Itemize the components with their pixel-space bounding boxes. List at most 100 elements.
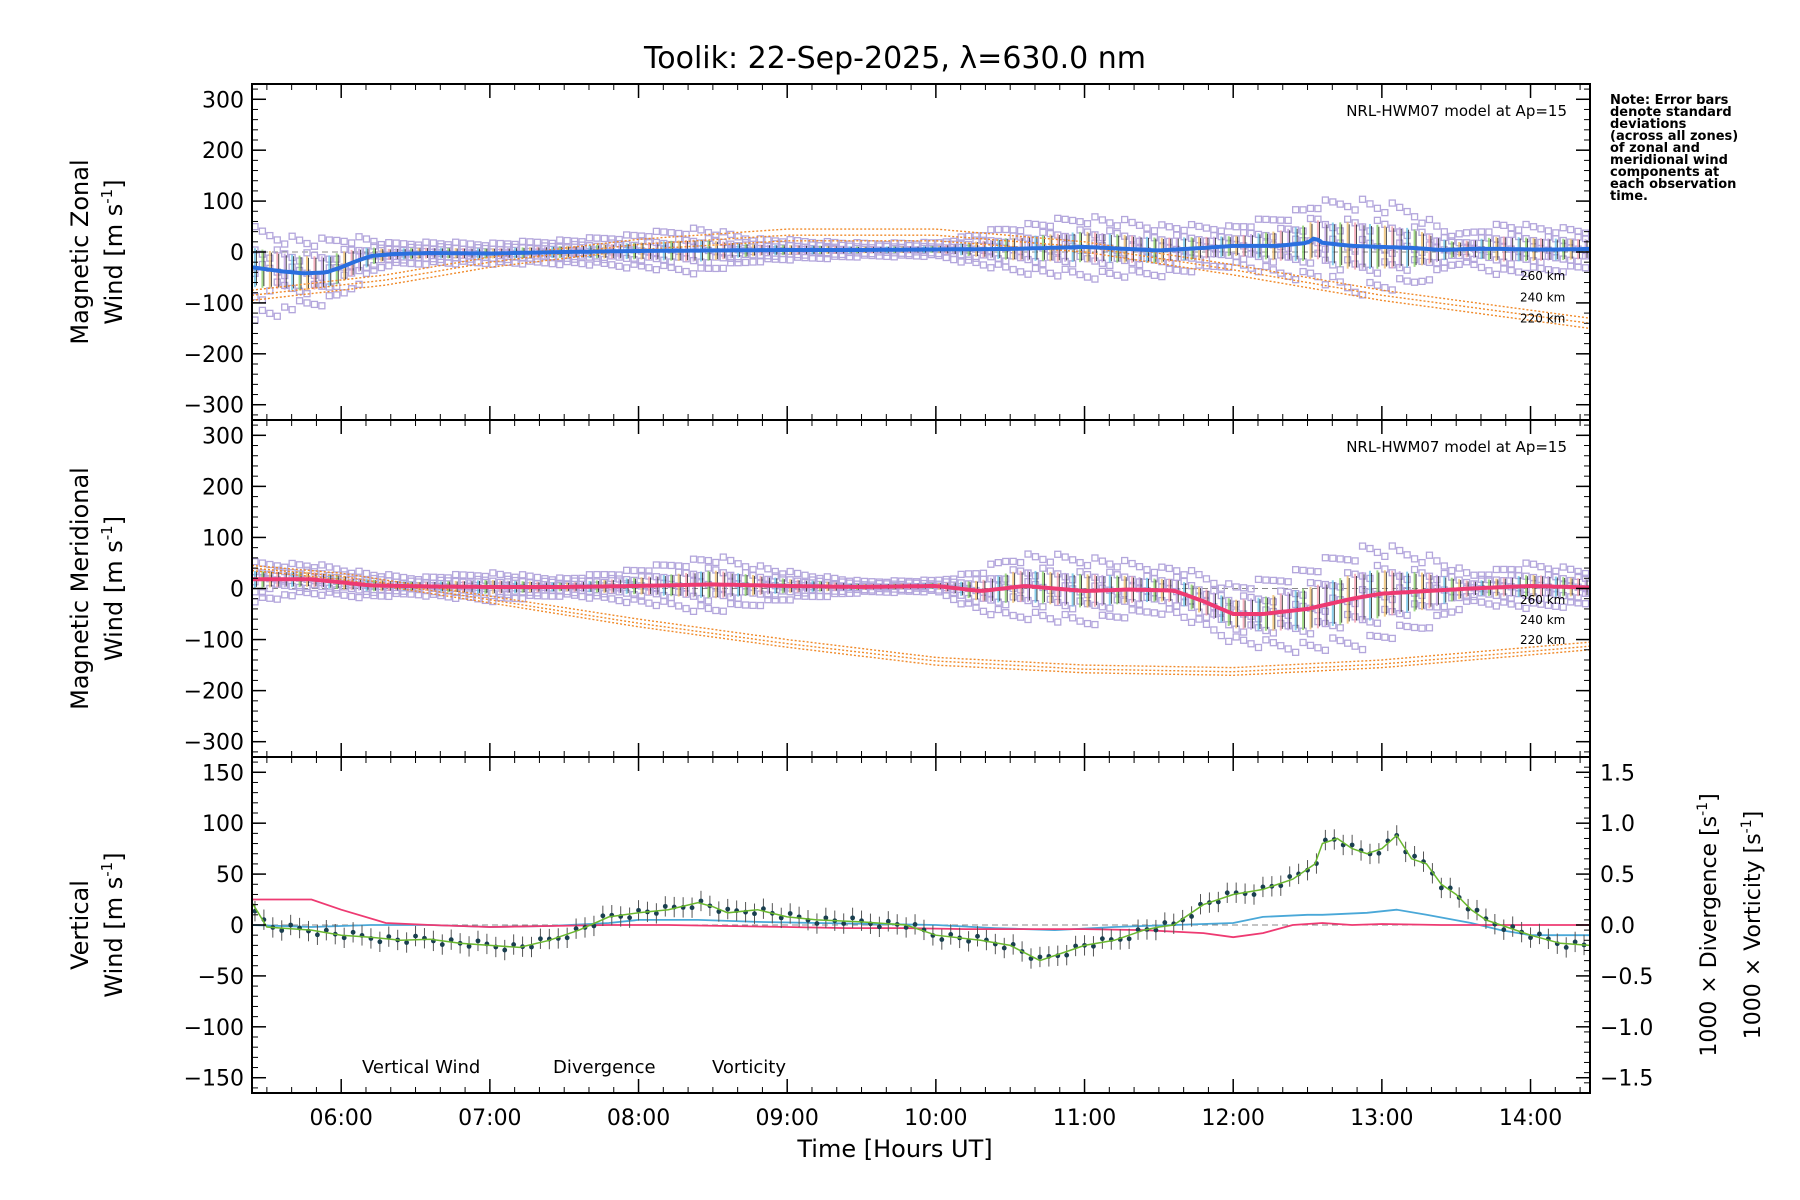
- zone-wind-point: [1061, 610, 1069, 619]
- zone-wind-point: [719, 607, 727, 615]
- zone-wind-point: [1039, 260, 1047, 268]
- zone-wind-point: [1396, 546, 1404, 555]
- zone-wind-point: [645, 567, 653, 575]
- zone-wind-point: [370, 571, 378, 580]
- zone-wind-point: [1054, 214, 1062, 223]
- y-axis-label-unit: Wind [m s: [100, 204, 128, 325]
- zone-wind-point: [1083, 220, 1092, 228]
- zone-wind-point: [1291, 206, 1300, 214]
- zone-wind-point: [630, 260, 638, 268]
- zone-wind-point: [1284, 578, 1292, 586]
- vertical-wind-point: [1064, 952, 1070, 958]
- y-axis-label-line2: Wind [m s-1]: [98, 852, 128, 997]
- zone-wind-point: [1262, 576, 1270, 584]
- zone-wind-point: [385, 592, 393, 601]
- zone-wind-point: [660, 561, 668, 569]
- zone-wind-point: [1009, 557, 1017, 566]
- zone-wind-point: [1113, 271, 1121, 279]
- y-tick-label: 0: [230, 914, 244, 939]
- zone-wind-point: [407, 240, 415, 249]
- zone-wind-point: [704, 564, 713, 572]
- zone-wind-point: [556, 236, 564, 244]
- zone-wind-point: [1180, 226, 1188, 235]
- altitude-label: 220 km: [1520, 633, 1565, 647]
- zone-wind-point: [786, 256, 794, 264]
- zone-wind-point: [920, 576, 928, 584]
- zone-wind-point: [1113, 222, 1121, 230]
- y-tick-label: 100: [202, 812, 244, 837]
- zone-wind-point: [764, 596, 772, 604]
- zone-wind-point: [504, 572, 512, 580]
- zone-wind-point: [1173, 224, 1181, 233]
- zone-wind-point: [890, 253, 898, 261]
- zone-wind-point: [1410, 223, 1419, 231]
- zone-wind-point: [1381, 283, 1389, 292]
- zone-wind-point: [556, 592, 564, 600]
- zone-wind-point: [1574, 567, 1582, 576]
- zone-wind-point: [1106, 560, 1114, 568]
- zone-wind-point: [771, 567, 779, 576]
- zone-wind-point: [362, 569, 371, 578]
- zone-wind-point: [1299, 267, 1307, 276]
- zone-wind-point: [1002, 225, 1010, 234]
- zone-wind-point: [1165, 605, 1173, 613]
- zone-wind-point: [630, 595, 638, 603]
- zone-wind-point: [1150, 271, 1159, 279]
- note-line: (across all zones): [1610, 129, 1738, 144]
- zone-wind-point: [1410, 213, 1419, 221]
- zone-wind-point: [1358, 291, 1367, 299]
- zone-wind-point: [1091, 620, 1099, 629]
- zone-wind-point: [1277, 642, 1285, 650]
- zone-wind-point: [950, 255, 958, 264]
- y-axis-label-line1: Magnetic Meridional: [66, 467, 94, 710]
- panel-zonal: [252, 195, 1590, 330]
- zone-wind-point: [1462, 597, 1471, 605]
- zone-wind-point: [1106, 261, 1114, 270]
- zone-wind-point: [392, 239, 400, 247]
- zone-wind-point: [615, 262, 623, 270]
- zone-wind-point: [1121, 614, 1129, 622]
- zone-wind-point: [1158, 563, 1166, 571]
- zone-wind-point: [1329, 634, 1337, 642]
- zone-wind-point: [347, 569, 356, 577]
- zone-wind-point: [385, 239, 393, 247]
- vertical-wind-point: [341, 935, 347, 941]
- zone-wind-point: [1373, 281, 1382, 289]
- zone-wind-point: [734, 560, 742, 568]
- zone-wind-point: [764, 565, 772, 573]
- vertical-wind-point: [1073, 943, 1079, 949]
- zone-wind-point: [615, 596, 623, 605]
- model-curve-240km: [252, 234, 1590, 324]
- zone-wind-point: [972, 570, 980, 578]
- zone-wind-point: [712, 264, 720, 273]
- zone-wind-point: [273, 562, 281, 570]
- vertical-wind-point: [404, 940, 410, 945]
- zone-wind-point: [377, 240, 385, 249]
- zone-wind-point: [1455, 260, 1463, 269]
- zone-wind-point: [615, 235, 623, 244]
- zone-wind-point: [1440, 610, 1448, 618]
- zone-wind-point: [808, 592, 817, 601]
- altitude-label: 260 km: [1520, 269, 1565, 283]
- zone-wind-point: [1321, 196, 1330, 204]
- zone-wind-point: [622, 231, 631, 239]
- vertical-wind-point: [315, 932, 320, 938]
- zone-wind-point: [1187, 618, 1196, 627]
- x-tick-label: 11:00: [1053, 1106, 1116, 1131]
- zone-wind-point: [1061, 265, 1069, 273]
- zone-wind-point: [1306, 641, 1315, 650]
- y-axis-label-sup: -1: [98, 189, 116, 204]
- zone-wind-point: [1039, 603, 1047, 611]
- zone-wind-point: [1202, 620, 1211, 628]
- zone-wind-point: [972, 232, 980, 240]
- vertical-wind-point: [662, 903, 668, 909]
- zone-wind-point: [1002, 263, 1010, 271]
- zone-wind-point: [1225, 263, 1233, 271]
- zone-wind-point: [727, 259, 735, 267]
- zone-wind-point: [452, 260, 460, 268]
- zone-wind-point: [1262, 636, 1270, 644]
- zone-wind-point: [310, 300, 319, 309]
- zone-wind-point: [1552, 267, 1560, 275]
- zone-wind-point: [355, 567, 363, 575]
- zone-wind-point: [1262, 262, 1270, 271]
